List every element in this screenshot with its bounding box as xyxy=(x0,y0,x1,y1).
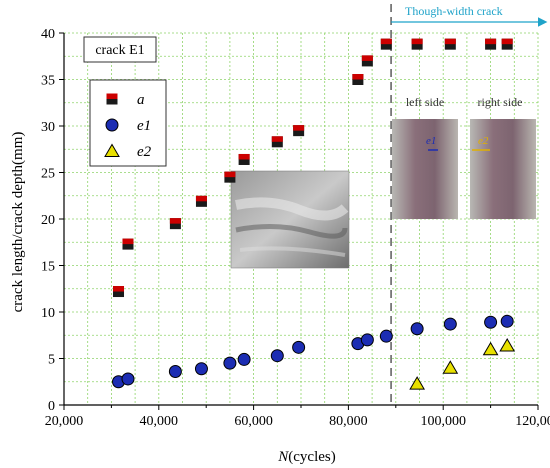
data-point-e1 xyxy=(168,365,182,379)
y-tick-label: 5 xyxy=(48,353,55,368)
y-tick-label: 15 xyxy=(41,260,55,275)
x-tick-label: 60,000 xyxy=(234,414,273,429)
data-point-e1 xyxy=(484,315,498,329)
legend-label-a: a xyxy=(137,92,145,108)
y-tick-label: 40 xyxy=(41,27,55,42)
right-side-label: right side xyxy=(478,95,523,109)
data-point-a xyxy=(122,238,134,250)
y-tick-label: 35 xyxy=(41,74,55,89)
specimen-label: crack E1 xyxy=(95,43,144,58)
data-point-e1 xyxy=(500,314,514,328)
right-side-photo: e2 xyxy=(470,119,536,219)
data-point-a xyxy=(485,38,497,50)
data-marks xyxy=(112,38,516,390)
data-point-e2 xyxy=(442,360,459,374)
y-tick-label: 0 xyxy=(48,399,55,414)
x-tick-label: 40,000 xyxy=(140,414,179,429)
data-point-e1 xyxy=(223,356,237,370)
data-point-e1 xyxy=(379,329,393,343)
data-point-e2 xyxy=(499,337,516,352)
left-side-label: left side xyxy=(406,95,444,109)
y-axis-label: crack length/crack depth(mm) xyxy=(10,132,26,313)
photo-marker-e1: e1 xyxy=(426,135,436,147)
data-point-e2 xyxy=(409,376,426,390)
data-point-a xyxy=(113,286,125,298)
data-point-a xyxy=(195,195,207,207)
data-point-e1 xyxy=(270,349,284,363)
data-point-a xyxy=(361,55,373,67)
data-point-e1 xyxy=(443,317,457,331)
data-point-e1 xyxy=(360,333,374,347)
x-axis-label: N(cycles) xyxy=(277,449,335,465)
x-axis-ticks: 20,000 40,000 60,000 80,000 100,000 120,000 xyxy=(45,405,550,429)
data-point-e1 xyxy=(194,362,208,376)
data-point-a xyxy=(501,38,513,50)
legend-marker-a xyxy=(106,93,118,105)
data-point-a xyxy=(380,38,392,50)
data-point-a xyxy=(352,74,364,85)
data-point-a xyxy=(444,38,456,50)
data-point-e1 xyxy=(121,372,135,386)
legend: a e1 e2 xyxy=(89,79,167,167)
photo-marker-e2: e2 xyxy=(478,135,489,147)
legend-marker-e2 xyxy=(104,143,120,157)
x-tick-label: 100,000 xyxy=(420,414,466,429)
y-tick-label: 25 xyxy=(41,167,55,182)
x-tick-label: 20,000 xyxy=(45,414,84,429)
y-tick-label: 10 xyxy=(41,306,55,321)
legend-label-e2: e2 xyxy=(137,144,152,160)
through-width-label: Though-width crack xyxy=(405,4,503,18)
data-point-e1 xyxy=(410,322,424,336)
y-tick-label: 20 xyxy=(41,213,55,228)
data-point-a xyxy=(293,125,305,137)
specimen-box: crack E1 xyxy=(83,36,157,63)
data-point-a xyxy=(238,153,250,165)
data-point-e1 xyxy=(292,340,306,354)
x-tick-label: 80,000 xyxy=(329,414,368,429)
data-point-e2 xyxy=(482,341,499,356)
legend-label-e1: e1 xyxy=(137,118,151,134)
weld-photo xyxy=(230,170,350,269)
legend-marker-e1 xyxy=(105,118,119,132)
y-axis-ticks: 0 5 10 15 20 25 30 35 40 xyxy=(41,27,64,414)
y-tick-label: 30 xyxy=(41,120,55,135)
data-point-a xyxy=(224,171,236,183)
data-point-a xyxy=(271,136,283,148)
data-point-a xyxy=(411,38,423,50)
data-point-e1 xyxy=(237,352,251,366)
x-tick-label: 120,000 xyxy=(515,414,550,429)
left-side-photo: e1 xyxy=(392,119,458,219)
data-point-a xyxy=(169,218,181,230)
